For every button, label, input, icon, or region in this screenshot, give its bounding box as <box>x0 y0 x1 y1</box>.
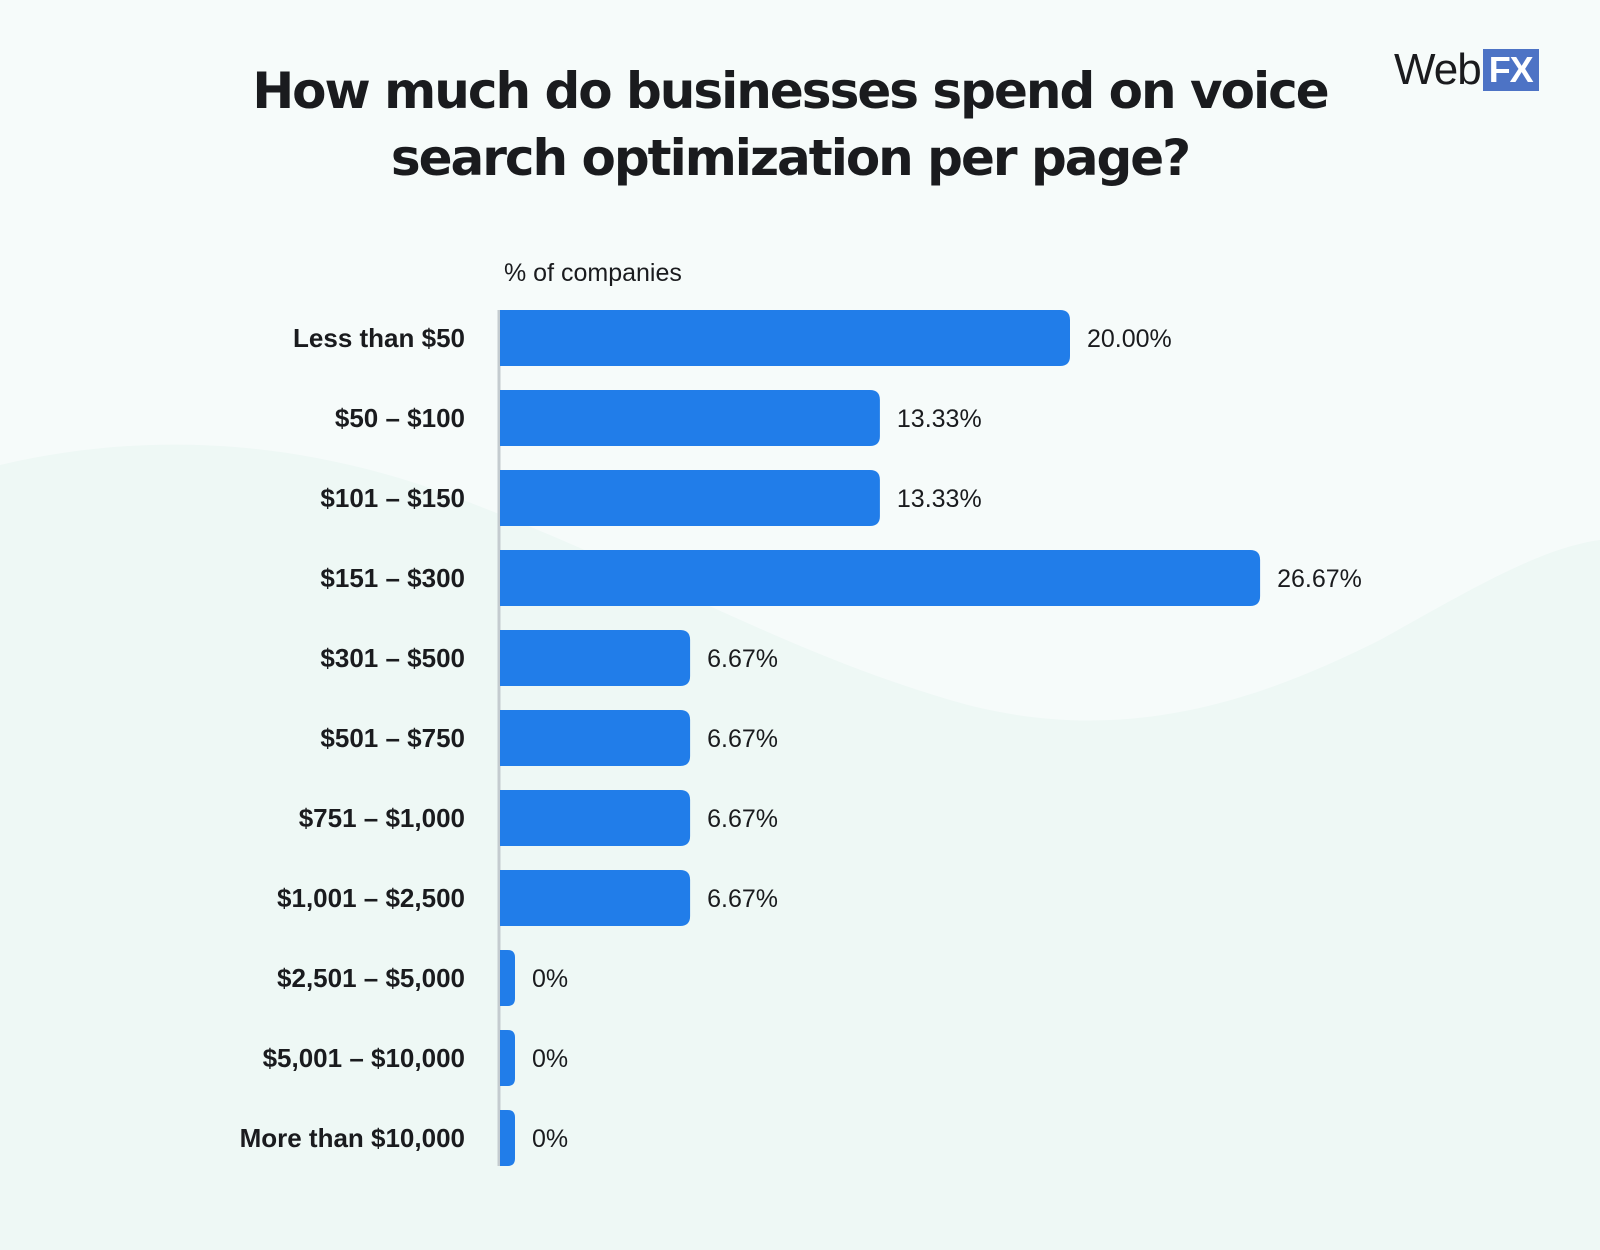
category-label: $101 – $150 <box>320 483 465 513</box>
bar <box>500 310 1070 366</box>
category-label: $1,001 – $2,500 <box>277 883 465 913</box>
chart-title: How much do businesses spend on voice se… <box>252 62 1329 187</box>
category-label: Less than $50 <box>293 323 465 353</box>
bar <box>500 710 691 766</box>
webfx-logo: Web FX <box>1394 48 1539 92</box>
value-label: 6.67% <box>707 725 778 753</box>
category-label: More than $10,000 <box>240 1123 465 1153</box>
value-label: 20.00% <box>1087 325 1172 353</box>
axis-label: % of companies <box>504 259 682 287</box>
value-label: 0% <box>532 965 568 993</box>
bar <box>500 470 880 526</box>
category-label: $50 – $100 <box>335 403 465 433</box>
logo-badge: FX <box>1482 49 1539 91</box>
value-label: 13.33% <box>897 405 982 433</box>
bar <box>500 550 1261 606</box>
category-label: $501 – $750 <box>320 723 465 753</box>
bar <box>500 630 691 686</box>
value-label: 0% <box>532 1045 568 1073</box>
bar <box>500 1030 515 1086</box>
bar <box>500 950 515 1006</box>
category-label: $2,501 – $5,000 <box>277 963 465 993</box>
value-label: 6.67% <box>707 805 778 833</box>
bar <box>500 1110 515 1166</box>
logo-wordmark: Web <box>1394 45 1482 94</box>
category-label: $301 – $500 <box>320 643 465 673</box>
value-label: 6.67% <box>707 885 778 913</box>
value-label: 6.67% <box>707 645 778 673</box>
category-label: $5,001 – $10,000 <box>263 1043 465 1073</box>
value-label: 13.33% <box>897 485 982 513</box>
bar <box>500 790 691 846</box>
value-label: 0% <box>532 1125 568 1153</box>
category-label: $151 – $300 <box>320 563 465 593</box>
value-label: 26.67% <box>1277 565 1362 593</box>
category-label: $751 – $1,000 <box>299 803 465 833</box>
bar <box>500 870 691 926</box>
bar <box>500 390 880 446</box>
